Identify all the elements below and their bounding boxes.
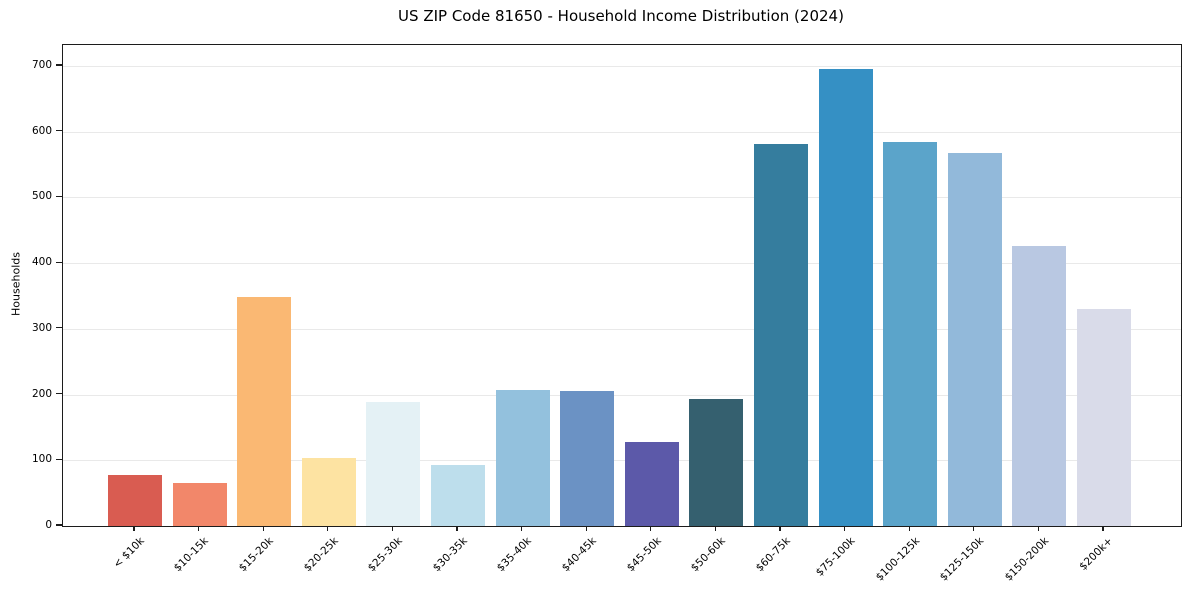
- y-tick-0: [56, 524, 62, 526]
- y-tick-500: [56, 195, 62, 198]
- x-tick-$35-40k: [521, 526, 523, 532]
- x-tick-label-$15-20k: $15-20k: [236, 535, 276, 575]
- x-tick-$60-75k: [779, 526, 781, 532]
- y-tick-label-500: 500: [31, 190, 52, 203]
- bar-$125-150k: [947, 153, 1002, 526]
- bar-$200k+: [1077, 309, 1131, 526]
- y-tick-700: [56, 64, 62, 66]
- gridline-y-400: [63, 263, 1181, 265]
- x-tick-$40-45k: [585, 526, 587, 532]
- y-tick-label-300: 300: [31, 321, 52, 334]
- x-tick-$100-125k: [908, 526, 910, 532]
- x-tick-label-$60-75k: $60-75k: [753, 535, 793, 575]
- chart-title: US ZIP Code 81650 - Household Income Dis…: [398, 7, 844, 25]
- bar-$15-20k: [237, 296, 292, 526]
- x-tick-label-$25-30k: $25-30k: [365, 535, 405, 575]
- bar-$10-15k: [172, 483, 227, 526]
- bar-$45-50k: [624, 441, 679, 526]
- x-tick-$50-60k: [714, 526, 716, 532]
- x-tick-label-$150-200k: $150-200k: [1002, 535, 1051, 584]
- y-tick-label-400: 400: [31, 256, 52, 269]
- x-tick-$150-200k: [1037, 526, 1039, 532]
- x-tick-label-$200k+: $200k+: [1077, 535, 1116, 573]
- bar-$30-35k: [431, 464, 485, 526]
- bar-$100-125k: [883, 141, 938, 526]
- bar-$35-40k: [495, 389, 550, 526]
- bar-$75-100k: [818, 69, 873, 526]
- x-tick-label-$125-150k: $125-150k: [937, 535, 987, 584]
- x-tick-label-$50-60k: $50-60k: [688, 535, 728, 575]
- x-tick-$25-30k: [391, 526, 393, 532]
- bar-$20-25k: [301, 458, 356, 526]
- y-tick-label-200: 200: [31, 387, 52, 400]
- gridline-y-600: [63, 131, 1181, 133]
- bar-< $10k: [108, 475, 162, 526]
- x-tick-label-$20-25k: $20-25k: [301, 535, 341, 575]
- x-tick-< $10k: [133, 526, 135, 532]
- gridline-y-700: [63, 66, 1181, 68]
- y-tick-label-100: 100: [31, 453, 52, 466]
- x-tick-$45-50k: [650, 526, 652, 532]
- x-tick-label-$100-125k: $100-125k: [873, 535, 922, 584]
- x-tick-label-$45-50k: $45-50k: [624, 535, 664, 575]
- gridline-y-500: [63, 197, 1181, 199]
- bar-$150-200k: [1012, 246, 1067, 526]
- bar-$25-30k: [366, 402, 421, 526]
- y-tick-label-700: 700: [31, 59, 52, 72]
- x-tick-$75-100k: [844, 526, 846, 532]
- x-tick-$200k+: [1102, 526, 1104, 532]
- x-tick-$30-35k: [456, 526, 458, 532]
- x-tick-label-$35-40k: $35-40k: [494, 535, 535, 575]
- x-tick-$20-25k: [327, 526, 329, 532]
- y-tick-600: [56, 130, 62, 132]
- y-tick-label-0: 0: [45, 519, 52, 531]
- plot-area: [62, 44, 1182, 527]
- x-tick-label-$40-45k: $40-45k: [559, 535, 599, 575]
- bar-$60-75k: [754, 144, 808, 526]
- y-tick-label-600: 600: [31, 124, 52, 137]
- y-tick-300: [56, 327, 62, 329]
- x-tick-label-< $10k: < $10k: [110, 535, 147, 571]
- x-tick-$15-20k: [262, 526, 264, 532]
- bar-$40-45k: [560, 391, 615, 526]
- gridline-y-200: [63, 394, 1181, 396]
- x-tick-label-$10-15k: $10-15k: [171, 535, 212, 575]
- x-tick-label-$75-100k: $75-100k: [813, 535, 858, 579]
- y-tick-100: [56, 458, 62, 460]
- x-tick-label-$30-35k: $30-35k: [430, 535, 470, 575]
- gridline-y-100: [63, 460, 1181, 462]
- x-tick-$10-15k: [198, 526, 200, 532]
- x-tick-$125-150k: [973, 526, 975, 532]
- bar-$50-60k: [689, 398, 744, 526]
- y-tick-400: [56, 261, 62, 263]
- gridline-y-300: [63, 328, 1181, 330]
- y-tick-200: [56, 392, 62, 395]
